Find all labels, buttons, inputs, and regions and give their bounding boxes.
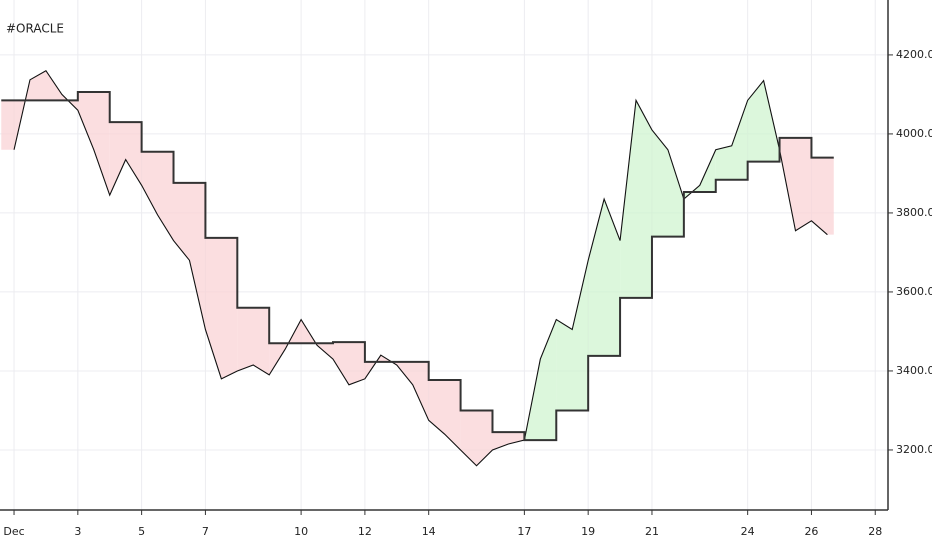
band-fill (811, 157, 834, 235)
band-fill (1, 70, 78, 150)
band-fill (205, 237, 238, 379)
band-fill (77, 92, 110, 196)
x-tick-label: 12 (358, 525, 372, 538)
band-fill (269, 319, 333, 375)
band-fill (620, 100, 652, 298)
y-tick-label: 3800.0 (896, 206, 932, 219)
x-tick-label: Dec (3, 525, 24, 538)
x-tick-label: 7 (202, 525, 209, 538)
band-fill (460, 410, 493, 466)
step-line (1, 91, 834, 442)
band-fill (556, 260, 589, 411)
band-fill (364, 355, 429, 421)
x-tick-label: 17 (517, 525, 531, 538)
x-tick-label: 26 (804, 525, 818, 538)
band-fill (524, 319, 557, 441)
y-tick-label: 4200.0 (896, 48, 932, 61)
x-tick-label: 14 (422, 525, 436, 538)
band-fill (141, 151, 174, 241)
band-fill (237, 307, 270, 375)
x-tick-label: 28 (868, 525, 882, 538)
band-fill (651, 129, 684, 237)
band-fill (588, 199, 621, 356)
x-tick-label: 10 (294, 525, 308, 538)
plot: Dec 3 5 7 10 12 14 17 19 21 24 26 28 3200.0 3400.0 3600… (0, 0, 932, 538)
chart-title: #ORACLE (6, 22, 64, 36)
band-fill (492, 432, 525, 450)
band-fill (683, 149, 716, 200)
band-fill (428, 380, 461, 450)
y-tick-label: 3200.0 (896, 443, 932, 456)
x-tick-label: 3 (74, 525, 81, 538)
band-fill (747, 80, 780, 162)
band-fill (779, 137, 812, 231)
x-tick-label: 21 (645, 525, 659, 538)
x-tick-label: 24 (741, 525, 755, 538)
y-tick-label: 3400.0 (896, 364, 932, 377)
band-fill (715, 100, 748, 180)
y-tick-label: 4000.0 (896, 127, 932, 140)
x-tick-label: 5 (138, 525, 145, 538)
y-tick-label: 3600.0 (896, 285, 932, 298)
band-fill (333, 342, 365, 385)
x-tick-label: 19 (581, 525, 595, 538)
